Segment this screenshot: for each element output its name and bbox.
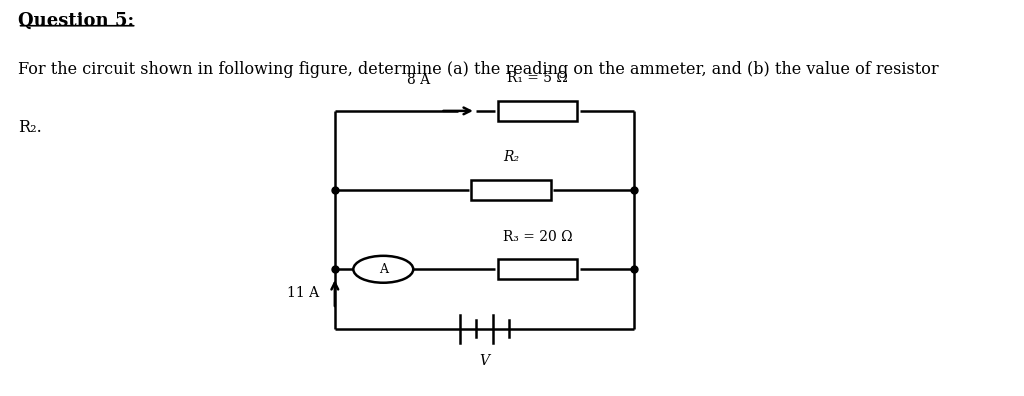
- Bar: [471, 180, 551, 200]
- Text: Question 5:: Question 5:: [17, 12, 134, 30]
- Text: R₁ = 5 Ω: R₁ = 5 Ω: [507, 71, 568, 85]
- Text: A: A: [379, 263, 388, 276]
- Text: R₂.: R₂.: [17, 119, 41, 136]
- Text: 8 A: 8 A: [407, 73, 430, 87]
- Bar: [498, 259, 578, 279]
- Text: R₃ = 20 Ω: R₃ = 20 Ω: [503, 230, 572, 244]
- Circle shape: [353, 256, 414, 283]
- Text: V: V: [479, 354, 489, 368]
- Bar: [498, 101, 578, 121]
- Text: R₂: R₂: [503, 150, 519, 164]
- Text: 11 A: 11 A: [287, 286, 318, 300]
- Text: For the circuit shown in following figure, determine (a) the reading on the amme: For the circuit shown in following figur…: [17, 61, 938, 78]
